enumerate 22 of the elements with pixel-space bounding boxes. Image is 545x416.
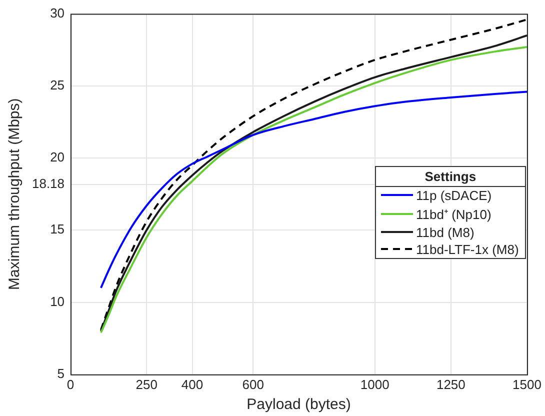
legend-title: Settings <box>424 168 478 186</box>
legend-label: 11bd-LTF-1x (M8) <box>416 242 519 257</box>
y-tick-label: 20 <box>50 150 65 165</box>
x-tick-label: 400 <box>181 376 204 392</box>
y-tick-label: 10 <box>50 294 65 309</box>
x-tick-label: 1250 <box>436 376 466 392</box>
x-tick-label: 1500 <box>512 376 542 392</box>
y-tick-label: 30 <box>50 5 65 20</box>
legend-label: 11bd⁺ (Np10) <box>416 206 492 223</box>
x-tick-label: 0 <box>66 376 74 392</box>
x-tick-label: 1000 <box>360 376 390 392</box>
legend-label: 11bd (M8) <box>416 224 474 240</box>
x-tick-label: 250 <box>136 376 158 392</box>
line-series <box>100 90 527 289</box>
y-axis-title: Maximum throughput (Mbps) <box>6 98 24 290</box>
legend-label: 11p (sDACE) <box>416 188 492 203</box>
y-tick-label: 5 <box>57 366 65 381</box>
y-tick-label: 18.18 <box>32 176 65 191</box>
x-tick-label: 600 <box>242 376 264 392</box>
x-axis-title: Payload (bytes) <box>246 396 351 414</box>
y-tick-label: 25 <box>50 78 65 92</box>
y-tick-label: 15 <box>50 222 65 237</box>
